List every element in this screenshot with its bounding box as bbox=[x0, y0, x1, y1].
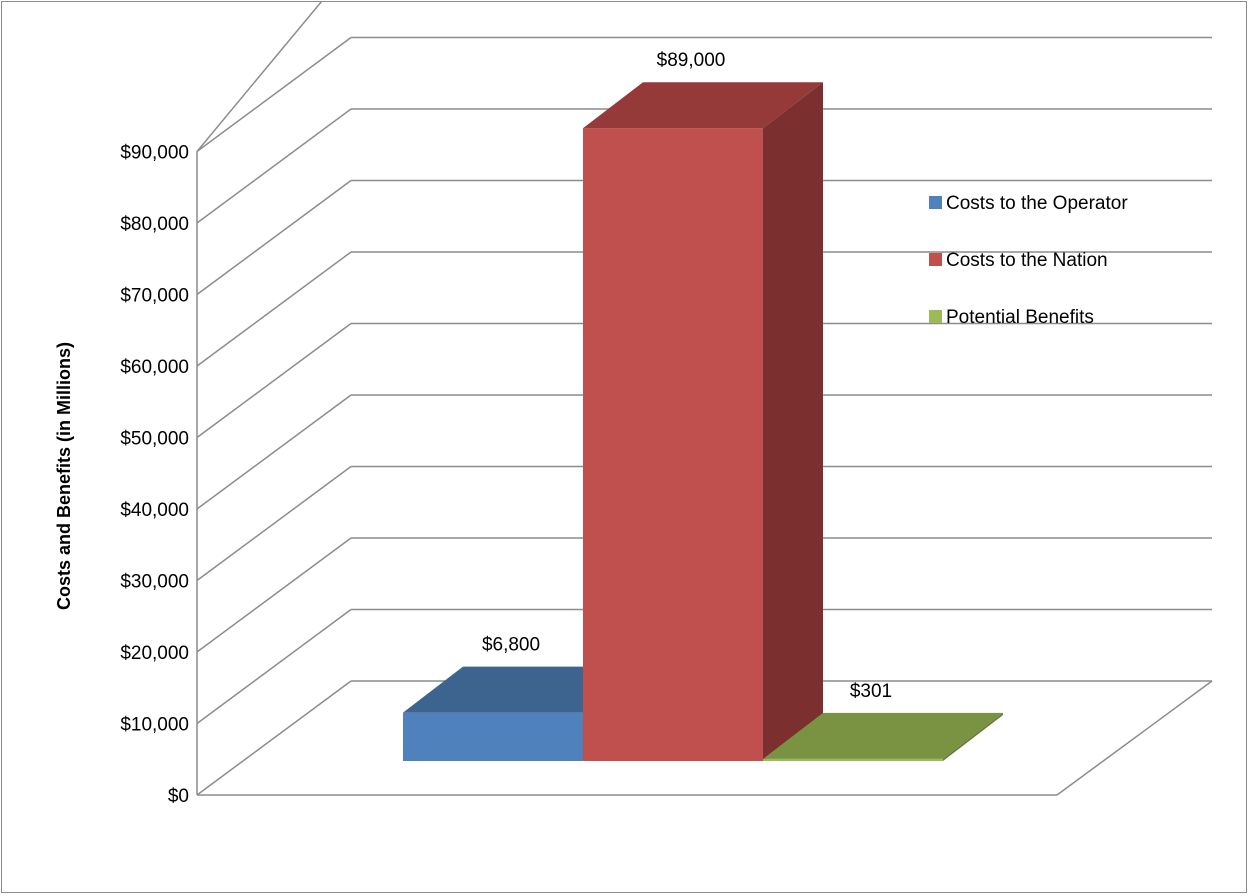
side-gridline bbox=[196, 394, 352, 510]
legend: Costs to the Operator Costs to the Nation… bbox=[929, 193, 1128, 328]
data-label: $301 bbox=[850, 681, 892, 702]
y-tick-label: $70,000 bbox=[120, 286, 189, 307]
legend-item: Potential Benefits bbox=[929, 307, 1094, 328]
data-label: $89,000 bbox=[657, 50, 726, 71]
bars bbox=[403, 82, 1003, 762]
side-gridline bbox=[196, 36, 352, 153]
bar-top bbox=[583, 82, 823, 129]
side-gridline bbox=[196, 251, 352, 367]
side-gridline bbox=[196, 608, 352, 725]
y-tick-label: $20,000 bbox=[120, 643, 189, 664]
y-tick-label: $40,000 bbox=[120, 500, 189, 521]
floor-right-edge bbox=[1056, 680, 1213, 796]
legend-label: Costs to the Operator bbox=[946, 193, 1128, 214]
data-label: $6,800 bbox=[482, 635, 540, 656]
bar-side bbox=[943, 712, 1003, 761]
y-tick-label: $10,000 bbox=[120, 715, 189, 736]
bar-potential-benefits bbox=[763, 712, 1003, 761]
y-tick-label: $90,000 bbox=[120, 143, 189, 164]
bar-front bbox=[763, 758, 943, 761]
side-gridline bbox=[196, 179, 352, 296]
bar-costs-to-the-nation bbox=[583, 82, 823, 762]
data-labels: $6,800 $89,000 $301 bbox=[482, 50, 892, 702]
legend-swatch bbox=[929, 253, 942, 266]
legend-swatch bbox=[929, 196, 942, 209]
side-gridline bbox=[196, 108, 352, 224]
side-gridline bbox=[196, 322, 352, 439]
y-tick-label: $80,000 bbox=[120, 214, 189, 235]
bar-front bbox=[403, 712, 583, 761]
bar-side bbox=[763, 82, 823, 761]
legend-item: Costs to the Nation bbox=[929, 250, 1108, 271]
y-axis-ticks: $0 $10,000 $20,000 $30,000 $40,000 $50,000 $60… bbox=[120, 143, 189, 808]
legend-label: Costs to the Nation bbox=[946, 250, 1108, 271]
legend-swatch bbox=[929, 310, 942, 323]
side-gridline bbox=[196, 465, 352, 582]
y-tick-label: $60,000 bbox=[120, 357, 189, 378]
bar-front bbox=[583, 128, 763, 762]
side-gridline bbox=[196, 680, 352, 796]
side-gridline bbox=[196, 537, 352, 653]
y-tick-label: $0 bbox=[168, 786, 189, 807]
bar-top bbox=[763, 712, 1003, 759]
y-tick-label: $30,000 bbox=[120, 572, 189, 593]
legend-item: Costs to the Operator bbox=[929, 193, 1128, 214]
y-tick-label: $50,000 bbox=[120, 429, 189, 450]
y-axis-title: Costs and Benefits (in Millions) bbox=[54, 342, 74, 610]
legend-label: Potential Benefits bbox=[946, 307, 1094, 328]
side-gridline-top bbox=[196, 2, 323, 152]
